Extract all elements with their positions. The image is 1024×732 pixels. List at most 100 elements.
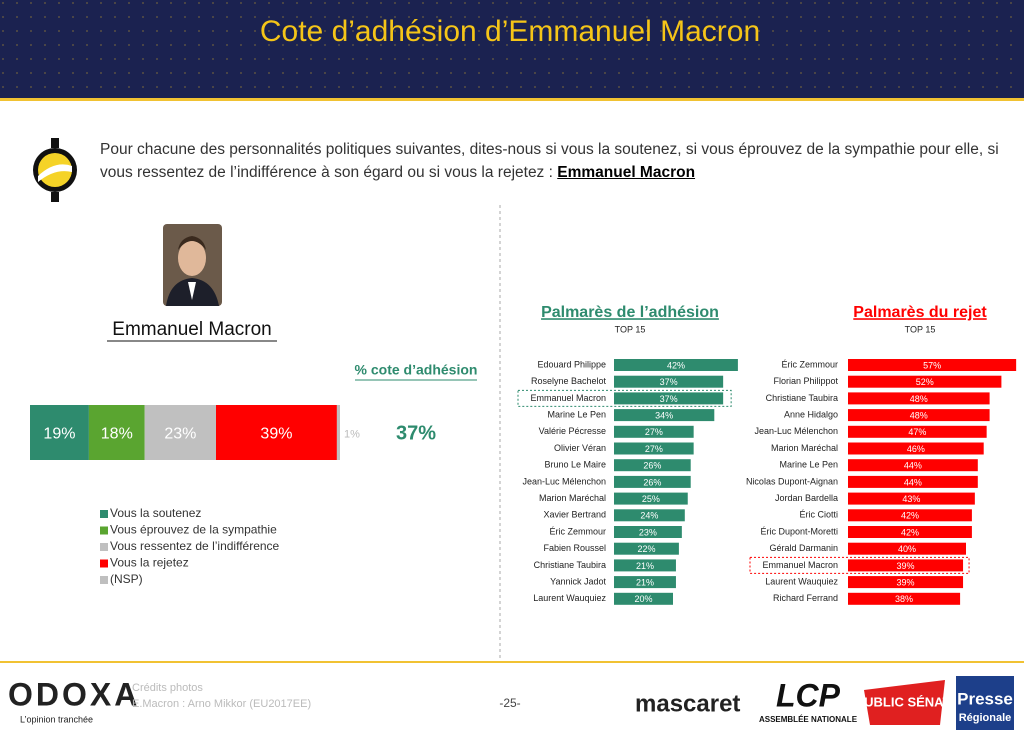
logo-lcp: LCP (776, 677, 841, 713)
bar (614, 509, 685, 522)
segment-label: 19% (43, 426, 75, 443)
bar (614, 425, 694, 438)
chart-subtitle: TOP 15 (615, 324, 646, 334)
bar (614, 392, 724, 405)
segment-label: 18% (101, 426, 133, 443)
value-label: 44% (904, 461, 922, 471)
value-label: 46% (907, 444, 925, 454)
logo-presse (956, 676, 1014, 730)
value-label: 47% (908, 427, 926, 437)
legend-label: Vous ressentez de l’indifférence (110, 539, 280, 553)
logo-lcp-sub: ASSEMBLÉE NATIONALE (759, 715, 858, 724)
segment-label: 1% (344, 428, 360, 440)
category-label: Valérie Pécresse (539, 426, 606, 436)
value-label: 27% (645, 444, 663, 454)
legend-swatch (100, 559, 108, 568)
bar (614, 559, 676, 572)
bar (848, 509, 972, 522)
value-label: 34% (655, 410, 673, 420)
segment (30, 405, 89, 460)
bar (614, 526, 682, 538)
legend-swatch (100, 510, 108, 518)
category-label: Yannick Jadot (550, 576, 606, 586)
legend-label: Vous éprouvez de la sympathie (110, 523, 277, 537)
category-label: Marine Le Pen (547, 409, 606, 419)
category-label: Jean-Luc Mélenchon (522, 476, 606, 486)
category-label: Jean-Luc Mélenchon (754, 426, 838, 436)
bar (848, 576, 964, 589)
bar (614, 359, 738, 371)
category-label: Éric Zemmour (549, 526, 606, 536)
bar (614, 475, 691, 488)
segment (88, 405, 145, 460)
logo-mascaret: mascaret (635, 690, 740, 717)
category-label: Marine Le Pen (779, 460, 838, 470)
logo-public-senat-text: PUBLIC SÉNAT (855, 694, 950, 709)
category-label: Christiane Taubira (534, 560, 606, 570)
value-label: 40% (898, 544, 916, 554)
bar (848, 475, 978, 488)
category-label: Richard Ferrand (773, 593, 838, 603)
legend-label: Vous la soutenez (110, 506, 201, 520)
legend-label: (NSP) (110, 572, 143, 586)
header-pattern (0, 0, 1024, 100)
category-label: Laurent Wauquiez (765, 576, 838, 586)
summary-value: 37% (396, 422, 436, 444)
value-label: 27% (645, 427, 663, 437)
category-label: Florian Philippot (773, 376, 838, 386)
page-number: -25- (499, 696, 520, 710)
bar (614, 375, 724, 388)
bar (614, 442, 694, 455)
header-rule (0, 98, 1024, 101)
logo-public-senat (864, 680, 945, 725)
bar (614, 542, 679, 555)
segment-label: 23% (164, 426, 196, 443)
bar (848, 559, 964, 572)
category-label: Nicolas Dupont-Aignan (746, 476, 838, 486)
category-label: Jordan Bardella (775, 493, 838, 503)
value-label: 42% (667, 360, 685, 370)
bar (614, 576, 676, 589)
value-label: 37% (660, 377, 678, 387)
question-text: Pour chacune des personnalités politique… (100, 141, 999, 181)
value-label: 48% (910, 394, 928, 404)
value-label: 37% (660, 394, 678, 404)
category-label: Éric Zemmour (781, 359, 838, 369)
question-name: Emmanuel Macron (557, 164, 696, 181)
category-label: Edouard Philippe (537, 359, 606, 369)
bar (614, 492, 688, 505)
title: Cote d’adhésion d’Emmanuel Macron (260, 15, 760, 48)
chart-subtitle: TOP 15 (905, 324, 936, 334)
bar (848, 392, 990, 405)
value-label: 21% (636, 577, 654, 587)
photo (163, 224, 222, 306)
question-icon (33, 138, 77, 202)
value-label: 42% (901, 511, 919, 521)
bar (848, 425, 987, 438)
value-label: 24% (640, 511, 658, 521)
summary-label: % cote d’adhésion (355, 362, 478, 378)
category-label: Gérald Darmanin (769, 543, 838, 553)
value-label: 57% (923, 360, 941, 370)
category-label: Olivier Véran (554, 443, 606, 453)
bar (848, 409, 990, 422)
category-label: Marion Maréchal (539, 493, 606, 503)
bar (614, 409, 715, 422)
bar (848, 459, 978, 472)
category-label: Roselyne Bachelot (531, 376, 607, 386)
legend-swatch (100, 576, 108, 584)
bar (848, 442, 984, 455)
value-label: 26% (643, 477, 661, 487)
value-label: 43% (902, 494, 920, 504)
category-label: Marion Maréchal (771, 443, 838, 453)
value-label: 38% (895, 594, 913, 604)
segment-label: 39% (260, 426, 292, 443)
tagline: L’opinion tranchée (20, 714, 93, 724)
value-label: 26% (643, 461, 661, 471)
value-label: 20% (634, 594, 652, 604)
value-label: 48% (910, 410, 928, 420)
category-label: Éric Dupont-Moretti (760, 526, 838, 536)
legend-swatch (100, 526, 108, 535)
